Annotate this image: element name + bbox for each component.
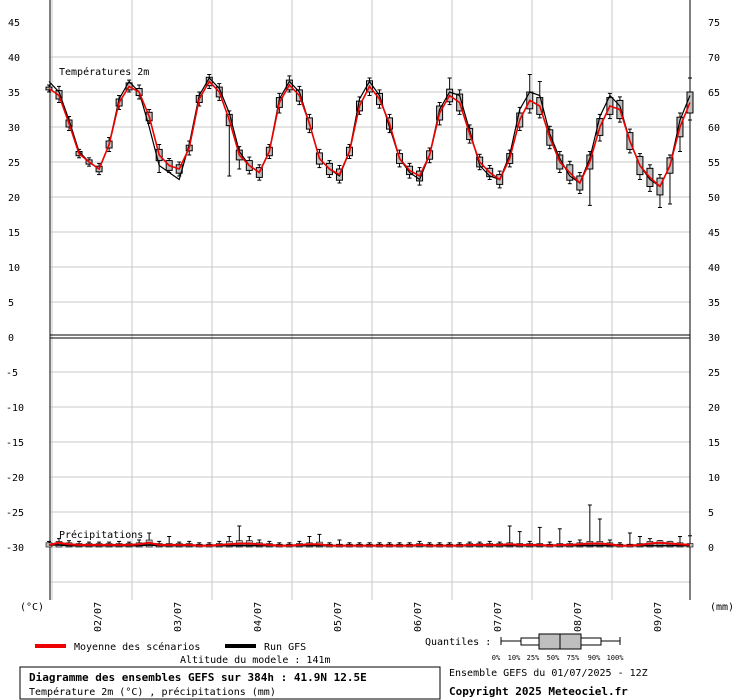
temp-right-tick: 55 bbox=[708, 158, 720, 169]
x-tick-label: 09/07 bbox=[653, 602, 664, 632]
precip-left-tick: -15 bbox=[6, 438, 24, 449]
precip-right-tick: 10 bbox=[708, 473, 720, 484]
quantile-mark-label: 90% bbox=[588, 654, 601, 662]
x-tick-label: 05/07 bbox=[333, 602, 344, 632]
altitude-text: Altitude du modele : 141m bbox=[180, 655, 331, 666]
precip-left-tick: -5 bbox=[6, 368, 18, 379]
precip-right-tick: 20 bbox=[708, 403, 720, 414]
temp-left-tick: 45 bbox=[8, 18, 20, 29]
precip-right-tick: 25 bbox=[708, 368, 720, 379]
legend-mean-label: Moyenne des scénarios bbox=[74, 641, 200, 653]
quantile-box-glyph bbox=[500, 633, 621, 650]
copyright: Copyright 2025 Meteociel.fr bbox=[449, 685, 628, 698]
precip-right-tick: 0 bbox=[708, 543, 714, 554]
temp-left-tick: 35 bbox=[8, 88, 20, 99]
precipitation-panel-label: Précipitations bbox=[59, 529, 143, 541]
temp-left-tick: 0 bbox=[8, 333, 14, 344]
temp-right-tick: 50 bbox=[708, 193, 720, 204]
x-tick-label: 08/07 bbox=[573, 602, 584, 632]
series-lines bbox=[48, 77, 691, 547]
footer-title: Diagramme des ensembles GEFS sur 384h : … bbox=[29, 671, 367, 684]
temp-right-tick: 40 bbox=[708, 263, 720, 274]
run-info: Ensemble GEFS du 01/07/2025 - 12Z bbox=[449, 668, 648, 679]
legend-quantiles-label: Quantiles : bbox=[425, 637, 491, 648]
spread-boxes bbox=[45, 74, 694, 548]
temp-right-tick: 35 bbox=[708, 298, 720, 309]
quantile-mark-label: 10% bbox=[508, 654, 521, 662]
legend: Moyenne des scénarios Run GFS Quantiles … bbox=[35, 633, 624, 662]
temp-right-tick: 60 bbox=[708, 123, 720, 134]
temp-left-tick: 20 bbox=[8, 193, 20, 204]
legend-run-label: Run GFS bbox=[264, 642, 306, 653]
temp-left-tick: 10 bbox=[8, 263, 20, 274]
quantile-mark-label: 100% bbox=[607, 654, 625, 662]
precip-left-tick: -30 bbox=[6, 543, 24, 554]
mean-precip-line bbox=[48, 541, 691, 547]
quantile-mark-label: 75% bbox=[567, 654, 580, 662]
precip-left-tick: -10 bbox=[6, 403, 24, 414]
quantile-mark-label: 50% bbox=[547, 654, 560, 662]
temp-right-tick: 30 bbox=[708, 333, 720, 344]
x-tick-label: 03/07 bbox=[173, 602, 184, 632]
left-unit-label: (°C) bbox=[20, 602, 44, 613]
temp-left-tick: 15 bbox=[8, 228, 20, 239]
temp-right-tick: 45 bbox=[708, 228, 720, 239]
x-tick-label: 07/07 bbox=[493, 602, 504, 632]
temp-left-tick: 40 bbox=[8, 53, 20, 64]
footer-title-box bbox=[19, 666, 441, 700]
mean-temp-line bbox=[48, 80, 691, 188]
precip-right-tick: 5 bbox=[708, 508, 714, 519]
temp-right-tick: 75 bbox=[708, 18, 720, 29]
precip-left-tick: -20 bbox=[6, 473, 24, 484]
temp-left-tick: 5 bbox=[8, 298, 14, 309]
quantile-marks: 0% 10% 25% 50% 75% 90% 100% bbox=[492, 654, 624, 662]
temp-right-tick: 65 bbox=[708, 88, 720, 99]
x-tick-label: 06/07 bbox=[413, 602, 424, 632]
quantile-mark-label: 25% bbox=[527, 654, 540, 662]
temp-left-tick: 25 bbox=[8, 158, 20, 169]
precip-left-tick: -25 bbox=[6, 508, 24, 519]
temp-left-tick: 30 bbox=[8, 123, 20, 134]
temp-right-tick: 70 bbox=[708, 53, 720, 64]
x-tick-label: 04/07 bbox=[253, 602, 264, 632]
right-unit-label: (mm) bbox=[710, 602, 734, 613]
x-tick-label: 02/07 bbox=[93, 602, 104, 632]
quantile-mark-label: 0% bbox=[492, 654, 501, 662]
precip-right-tick: 15 bbox=[708, 438, 720, 449]
footer-subtitle: Température 2m (°C) , précipitations (mm… bbox=[29, 686, 276, 698]
temperature-panel-label: Températures 2m bbox=[59, 66, 149, 78]
